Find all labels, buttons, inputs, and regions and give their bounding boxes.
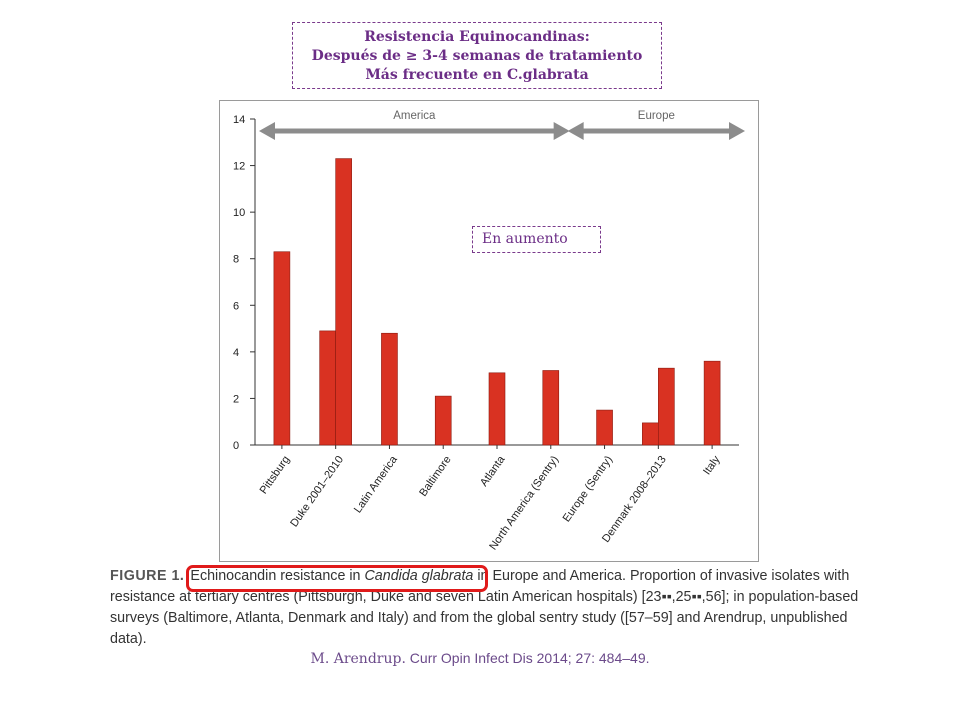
y-tick-label: 12	[233, 161, 245, 173]
bar	[658, 367, 675, 446]
region-label: America	[393, 110, 436, 122]
slide-title-box: Resistencia Equinocandinas: Después de ≥…	[292, 22, 662, 89]
title-line-3: Más frecuente en C.glabrata	[365, 67, 589, 83]
annotation-box: En aumento	[472, 226, 601, 253]
bar	[596, 409, 613, 446]
bar	[273, 251, 291, 446]
bar	[703, 360, 721, 446]
citation-author: M. Arendrup.	[310, 651, 406, 667]
y-tick-label: 6	[233, 300, 239, 312]
bar	[642, 422, 659, 446]
bar	[542, 370, 560, 446]
y-tick-label: 4	[233, 347, 239, 359]
y-tick-label: 0	[233, 440, 239, 452]
region-label: Europe	[638, 110, 675, 122]
region-arrow-head-left	[259, 122, 275, 140]
x-category-label: Atlanta	[478, 453, 508, 489]
caption-highlight-box	[186, 565, 488, 592]
x-category-label: Duke 2001–2010	[288, 454, 346, 530]
x-category-label: Italy	[701, 453, 723, 477]
caption-figure-label: FIGURE 1.	[110, 568, 185, 584]
title-line-2: Después de ≥ 3-4 semanas de tratamiento	[311, 48, 643, 64]
y-tick-label: 2	[233, 393, 239, 405]
bar	[335, 158, 352, 446]
x-category-label: Denmark 2008–2013	[600, 454, 669, 545]
citation: M. Arendrup. Curr Opin Infect Dis 2014; …	[0, 650, 960, 667]
region-arrow-head-left	[567, 122, 584, 140]
bar	[319, 330, 336, 446]
region-arrow-head-right	[553, 122, 570, 140]
x-category-label: Baltimore	[417, 454, 453, 499]
bar	[381, 332, 398, 446]
caption-text-before: Echinocandin resistance in	[190, 568, 365, 584]
y-tick-label: 14	[233, 114, 245, 126]
bar	[434, 395, 452, 446]
bar	[488, 372, 506, 446]
annotation-text: En aumento	[482, 231, 568, 247]
x-category-label: Europe (Sentry)	[561, 454, 615, 524]
y-tick-label: 8	[233, 254, 239, 266]
x-category-label: Pittsburg	[258, 454, 293, 496]
figure-caption: FIGURE 1. Echinocandin resistance in Cand…	[110, 566, 870, 650]
caption-species: Candida glabrata	[364, 568, 474, 584]
chart-frame	[219, 100, 759, 562]
title-line-1: Resistencia Equinocandinas:	[364, 29, 590, 45]
y-tick-label: 10	[233, 207, 245, 219]
region-arrow-head-right	[729, 122, 745, 140]
citation-journal: Curr Opin Infect Dis 2014; 27: 484–49.	[405, 650, 650, 666]
caption-text-after: in Europe and America. Proportion of inv…	[110, 568, 859, 647]
x-category-label: Latin America	[352, 453, 401, 515]
